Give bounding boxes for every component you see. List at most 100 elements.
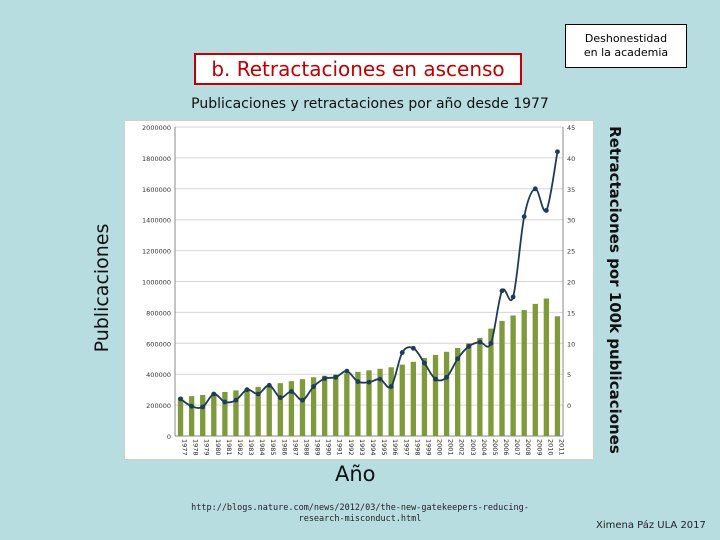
x-tick-label: 2010 (546, 439, 554, 456)
source-line-1[interactable]: http://blogs.nature.com/news/2012/03/the… (191, 503, 529, 513)
y2-tick-label: 10 (567, 340, 575, 348)
x-tick-label: 1985 (269, 439, 277, 456)
x-tick-label: 2008 (524, 439, 532, 456)
bar (532, 303, 538, 436)
bar (299, 379, 306, 436)
bar (510, 315, 516, 436)
y-tick-label: 800000 (146, 309, 171, 317)
x-tick-label: 2007 (513, 439, 521, 456)
x-tick-label: 1983 (247, 439, 255, 456)
x-tick-label: 1981 (225, 439, 233, 456)
bar (399, 364, 405, 436)
retraction-point (399, 350, 405, 355)
left-axis-label-wrap: Publicaciones (82, 208, 122, 368)
bar (443, 351, 450, 436)
bar (321, 375, 328, 436)
bar (355, 371, 361, 436)
retraction-point (510, 294, 516, 300)
bar (499, 320, 505, 436)
chart: 0 200000 400000 600000 800000 1000000 1200000 1… (142, 124, 575, 456)
retraction-point (322, 376, 328, 381)
retraction-point (277, 395, 283, 401)
retraction-point (488, 340, 494, 346)
x-tick-label: 1982 (236, 439, 244, 456)
bar (554, 316, 561, 436)
retraction-point (178, 396, 183, 402)
y2-tick-label: 45 (567, 124, 575, 132)
bar (288, 381, 295, 436)
left-axis-label: Publicaciones (91, 223, 113, 353)
retraction-point (355, 379, 361, 385)
bar (455, 347, 461, 436)
x-tick-label: 2006 (502, 439, 510, 456)
y-tick-label: 1600000 (142, 186, 171, 194)
source-citation[interactable]: http://blogs.nature.com/news/2012/03/the… (180, 503, 540, 525)
x-tick-label: 1980 (214, 439, 222, 456)
x-tick-label: 1977 (181, 439, 189, 456)
bar (310, 377, 317, 436)
x-tick-label: 1987 (291, 439, 299, 456)
y2-tick-label: 30 (567, 217, 575, 225)
retraction-point (344, 368, 350, 374)
bar (266, 385, 272, 436)
right-axis-label: Retractaciones por 100k publicaciones (606, 126, 624, 454)
retraction-point (521, 214, 527, 220)
x-tick-label: 1990 (325, 439, 333, 456)
x-tick-label: 1994 (369, 439, 377, 456)
bar (377, 368, 383, 436)
retraction-point (255, 391, 261, 397)
y-tick-label: 2000000 (142, 124, 171, 132)
bar (200, 395, 206, 436)
retraction-point (466, 343, 472, 349)
retraction-point (422, 360, 427, 366)
retraction-point (532, 186, 538, 192)
x-tick-label: 2002 (458, 439, 466, 456)
x-tick-label: 2004 (480, 439, 488, 456)
bar (255, 386, 261, 436)
retraction-point (410, 345, 416, 351)
section-title: b. Retractaciones en ascenso (194, 53, 522, 85)
x-tick-label: 1984 (258, 439, 266, 456)
y-tick-label: 1000000 (142, 279, 171, 287)
y-tick-label: 200000 (146, 402, 171, 410)
y2-tick-label: 5 (567, 371, 571, 379)
retraction-point (543, 208, 549, 213)
y-tick-label: 1800000 (142, 155, 171, 163)
x-tick-label: 1995 (380, 439, 388, 456)
retraction-point (233, 397, 239, 403)
bar (421, 357, 428, 436)
retraction-point (311, 384, 316, 389)
x-axis-label: Año (335, 462, 376, 486)
y-tick-label: 400000 (146, 371, 171, 379)
retraction-point (366, 379, 372, 385)
y2-tick-label: 40 (567, 155, 575, 163)
retraction-point (455, 356, 461, 362)
bar (477, 337, 483, 436)
retraction-point (499, 288, 505, 294)
x-tick-label: 1993 (358, 439, 366, 456)
x-tick-label: 1978 (192, 439, 200, 456)
retraction-point (266, 382, 272, 388)
y2-tick-label: 0 (567, 402, 571, 410)
x-tick-label: 2003 (469, 439, 477, 456)
x-tick-label: 1989 (314, 439, 322, 456)
x-tick-label: 1999 (424, 439, 432, 456)
y-tick-label: 1400000 (142, 217, 171, 225)
bar (466, 343, 472, 436)
bar (233, 390, 239, 436)
bar (333, 374, 339, 436)
bar (222, 391, 228, 436)
bar (432, 354, 439, 436)
y-tick-label: 0 (167, 433, 171, 441)
retraction-point (333, 374, 339, 380)
x-tick-label: 2001 (447, 439, 455, 456)
retraction-point (200, 404, 206, 410)
x-tick-label: 1986 (280, 439, 288, 456)
x-tick-label: 2011 (557, 439, 565, 456)
right-axis-label-wrap: Retractaciones por 100k publicaciones (595, 120, 635, 460)
retraction-point (477, 339, 483, 345)
x-tick-label: 1992 (347, 439, 355, 456)
y2-tick-label: 20 (567, 279, 575, 287)
source-line-2[interactable]: research-misconduct.html (298, 514, 422, 524)
retraction-point (377, 376, 383, 382)
